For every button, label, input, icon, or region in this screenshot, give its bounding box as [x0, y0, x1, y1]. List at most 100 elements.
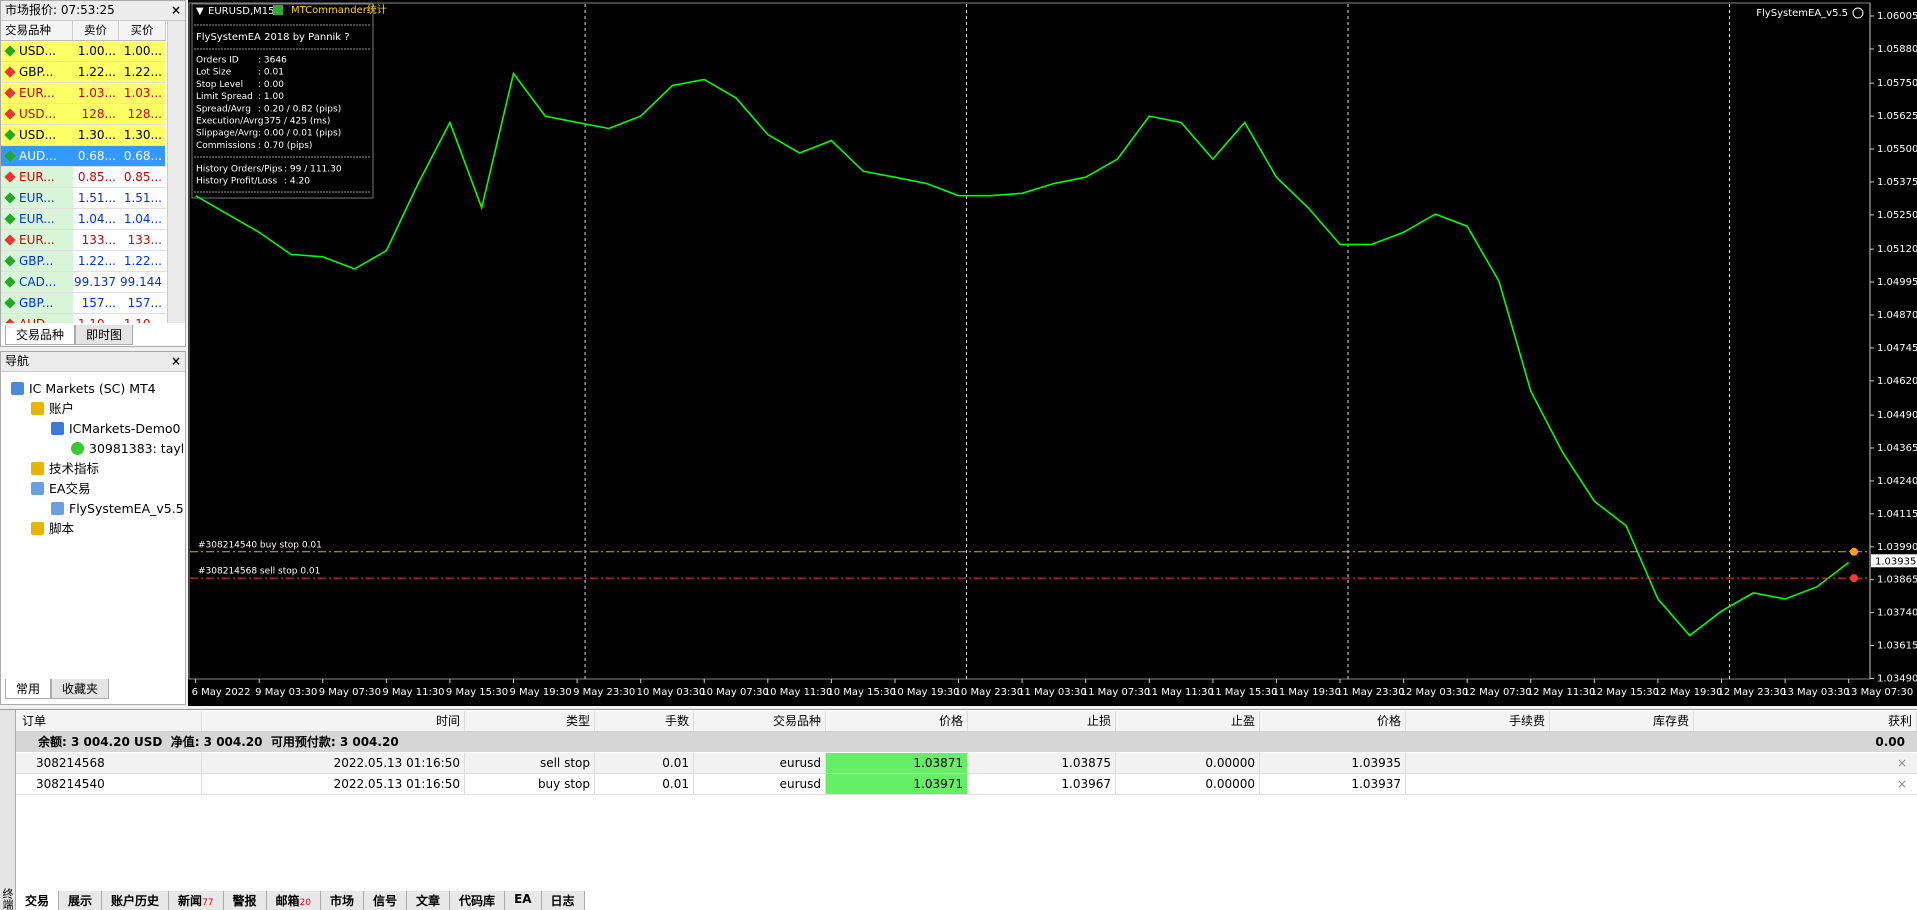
x-tick-label: 12 May 03:30 [1400, 687, 1469, 698]
order-row[interactable]: 308214568 2022.05.13 01:16:50 sell stop 0.0… [16, 753, 1917, 774]
tree-item[interactable]: 30981383: taylc [71, 439, 185, 459]
x-tick-label: 11 May 11:30 [1145, 687, 1214, 698]
column-header[interactable]: 止损 [968, 711, 1116, 731]
order-row[interactable]: 308214540 2022.05.13 01:16:50 buy stop 0.01… [16, 774, 1917, 795]
close-order[interactable]: × [1896, 756, 1907, 770]
tab[interactable]: 账户历史 [102, 891, 170, 910]
scrollbar[interactable] [167, 21, 185, 323]
tab[interactable]: 新闻77 [169, 891, 224, 910]
quote-row[interactable]: GBP... 1.22... 1.22... [1, 62, 166, 83]
quote-price: 99.144 [120, 275, 162, 289]
column-header[interactable]: 手数 [595, 711, 694, 731]
y-tick-label: 1.03740 [1877, 608, 1917, 619]
tab-badge: 20 [299, 898, 311, 908]
quote-row[interactable]: CAD... 99.137 99.144 [1, 272, 166, 293]
tab[interactable]: 交易品种 [5, 325, 76, 345]
x-tick-label: 10 May 19:30 [891, 687, 960, 698]
tree-item[interactable]: 脚本 [31, 519, 74, 539]
quote-row[interactable]: GBP... 157... 157... [1, 293, 166, 314]
quote-row[interactable]: EUR... 133... 133... [1, 230, 166, 251]
panel-key: Slippage/Avrg [196, 129, 258, 139]
y-tick-label: 1.04115 [1877, 509, 1917, 520]
column-header[interactable]: 类型 [465, 711, 595, 731]
column-header[interactable]: 交易品种 [694, 711, 826, 731]
quote-row[interactable]: USD... 1.30... 1.30... [1, 125, 166, 146]
tab[interactable]: 邮箱20 [266, 891, 321, 910]
y-tick-label: 1.06005 [1877, 11, 1917, 22]
expert-smiley[interactable] [1852, 7, 1864, 19]
x-tick-label: 11 May 15:30 [1209, 687, 1278, 698]
close-order[interactable]: × [1896, 777, 1907, 791]
indicator-icon [273, 5, 283, 15]
tab[interactable]: 市场 [321, 891, 365, 910]
x-tick-label: 12 May 07:30 [1463, 687, 1532, 698]
tab[interactable]: 常用 [5, 679, 52, 699]
order-cell: 0.01 [595, 774, 694, 794]
column-header[interactable]: 时间 [202, 711, 465, 731]
tree-item[interactable]: FlySystemEA_v5.5 [51, 499, 184, 519]
column-header[interactable]: 获利 [1694, 711, 1917, 731]
quote-price: 1.00... [119, 41, 165, 61]
quote-price: 133... [81, 233, 116, 247]
column-header[interactable]: 价格 [1260, 711, 1406, 731]
tab[interactable]: EA [505, 891, 542, 910]
y-tick-label: 1.03615 [1877, 641, 1917, 652]
x-tick-label: 11 May 19:30 [1272, 687, 1341, 698]
tab[interactable]: 即时图 [75, 325, 134, 345]
quote-price: 1.22... [77, 254, 116, 268]
x-tick-label: 9 May 23:30 [573, 687, 635, 698]
tab[interactable]: 警报 [223, 891, 267, 910]
close-button[interactable]: × [170, 354, 181, 368]
quote-price: 1.04... [123, 212, 162, 226]
tab[interactable]: 日志 [541, 891, 585, 910]
close-button[interactable]: × [170, 3, 181, 17]
x-tick-label: 10 May 11:30 [764, 687, 833, 698]
quote-price: 1.03... [73, 83, 119, 103]
panel-value: : 0.00 / 0.01 (pips) [258, 129, 341, 139]
quote-row[interactable]: EUR... 0.85... 0.85... [1, 167, 166, 188]
column-header[interactable]: 价格 [826, 711, 968, 731]
x-tick-label: 10 May 03:30 [637, 687, 706, 698]
column-header[interactable]: 库存费 [1550, 711, 1694, 731]
y-tick-label: 1.04620 [1877, 376, 1917, 387]
panel-key: Limit Spread [196, 92, 253, 102]
tab[interactable]: 展示 [59, 891, 103, 910]
order-cell: 308214540 [16, 774, 202, 794]
tree-item[interactable]: 技术指标 [31, 459, 99, 479]
y-tick-label: 1.03990 [1877, 542, 1917, 553]
tree-item[interactable]: ICMarkets-Demo0 [51, 419, 181, 439]
x-tick-label: 12 May 11:30 [1527, 687, 1596, 698]
quote-row[interactable]: USD... 128... 128... [1, 104, 166, 125]
tab[interactable]: 代码库 [450, 891, 506, 910]
order-marker [1850, 547, 1858, 556]
y-tick-label: 1.04995 [1877, 277, 1917, 288]
order-cell: 0.00000 [1116, 753, 1260, 773]
tab[interactable]: 收藏夹 [51, 679, 110, 699]
quote-row[interactable]: EUR... 1.04... 1.04... [1, 209, 166, 230]
column-header[interactable]: 止盈 [1116, 711, 1260, 731]
column-header[interactable]: 手续费 [1406, 711, 1550, 731]
tree-item[interactable]: IC Markets (SC) MT4 [11, 379, 156, 399]
tab[interactable]: 信号 [364, 891, 408, 910]
quote-row[interactable]: EUR... 1.03... 1.03... [1, 83, 166, 104]
expert-name: FlySystemEA_v5.5 [1756, 8, 1848, 19]
quote-symbol: GBP... [1, 293, 73, 313]
x-tick-label: 12 May 23:30 [1718, 687, 1787, 698]
order-cell: 308214568 [16, 753, 202, 773]
quote-row[interactable]: GBP... 1.22... 1.22... [1, 251, 166, 272]
tab[interactable]: 交易 [16, 891, 60, 910]
quote-row[interactable]: AUD...1.10...1.10... [1, 314, 166, 323]
tab[interactable]: 文章 [407, 891, 451, 910]
quote-price: 1.04... [77, 212, 116, 226]
quote-row[interactable]: USD... 1.00... 1.00... [1, 41, 166, 62]
tree-item[interactable]: 账户 [31, 399, 74, 419]
x-tick-label: 9 May 19:30 [510, 687, 572, 698]
column-header[interactable]: 订单 [16, 711, 202, 731]
y-tick-label: 1.05250 [1877, 210, 1917, 221]
quote-price: 1.03... [119, 83, 165, 103]
quote-row[interactable]: AUD... 0.68... 0.68... [1, 146, 166, 167]
panel-key: Lot Size [196, 68, 232, 78]
tree-item[interactable]: EA交易 [31, 479, 90, 499]
x-tick-label: 12 May 15:30 [1590, 687, 1659, 698]
quote-row[interactable]: EUR... 1.51... 1.51... [1, 188, 166, 209]
